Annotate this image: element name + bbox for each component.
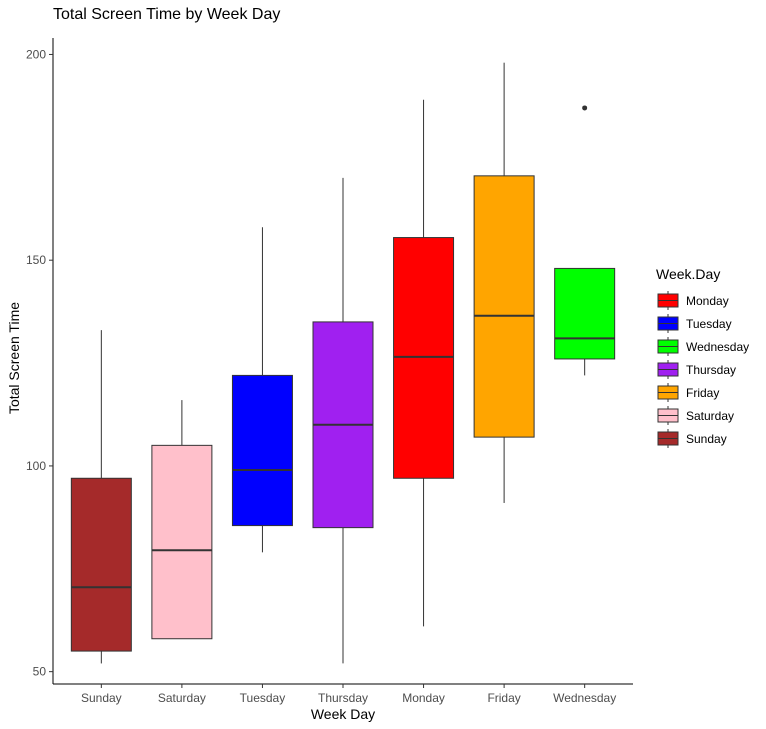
y-tick-label: 150 <box>26 253 46 267</box>
box-saturday <box>151 400 213 640</box>
x-tick-label: Saturday <box>158 691 206 705</box>
x-tick-label: Friday <box>487 691 520 705</box>
legend: Week.Day Monday Tuesday Wednesday Thursday F… <box>656 266 749 448</box>
box-wednesday <box>554 105 616 376</box>
legend-label: Monday <box>686 294 729 308</box>
legend-item-sunday: Sunday <box>657 429 727 448</box>
legend-items: Monday Tuesday Wednesday Thursday Friday Satu… <box>657 291 749 448</box>
x-tick-label: Tuesday <box>240 691 286 705</box>
legend-item-thursday: Thursday <box>657 360 736 379</box>
legend-item-monday: Monday <box>657 291 729 310</box>
box-body <box>151 444 213 640</box>
boxes <box>70 62 616 664</box>
legend-label: Sunday <box>686 432 727 446</box>
box-body <box>473 175 535 438</box>
y-ticks: 50 100 150 200 <box>26 47 53 679</box>
box-body <box>554 267 616 360</box>
box-friday <box>473 62 535 503</box>
box-body <box>231 374 293 527</box>
y-axis-title: Total Screen Time <box>6 302 22 414</box>
legend-label: Thursday <box>686 363 736 377</box>
y-tick-label: 200 <box>26 47 46 61</box>
x-tick-label: Monday <box>402 691 445 705</box>
legend-item-tuesday: Tuesday <box>657 314 732 333</box>
box-sunday <box>70 330 132 664</box>
x-tick-label: Wednesday <box>553 691 616 705</box>
y-tick-label: 100 <box>26 459 46 473</box>
box-monday <box>393 99 455 627</box>
box-thursday <box>312 177 374 664</box>
box-tuesday <box>231 227 293 553</box>
x-tick-label: Thursday <box>318 691 368 705</box>
legend-item-saturday: Saturday <box>657 406 734 425</box>
outlier-point <box>582 105 588 111</box>
legend-label: Wednesday <box>686 340 749 354</box>
legend-item-friday: Friday <box>657 383 719 402</box>
legend-item-wednesday: Wednesday <box>657 337 749 356</box>
box-body <box>70 477 132 652</box>
legend-label: Tuesday <box>686 317 732 331</box>
chart-title: Total Screen Time by Week Day <box>53 6 281 23</box>
box-body <box>393 237 455 479</box>
legend-label: Saturday <box>686 409 734 423</box>
x-axis-title: Week Day <box>311 706 375 722</box>
y-tick-label: 50 <box>33 665 47 679</box>
x-ticks: Sunday Saturday Tuesday Thursday Monday Frida… <box>81 684 616 705</box>
legend-label: Friday <box>686 386 719 400</box>
x-tick-label: Sunday <box>81 691 122 705</box>
legend-title: Week.Day <box>656 266 720 282</box>
